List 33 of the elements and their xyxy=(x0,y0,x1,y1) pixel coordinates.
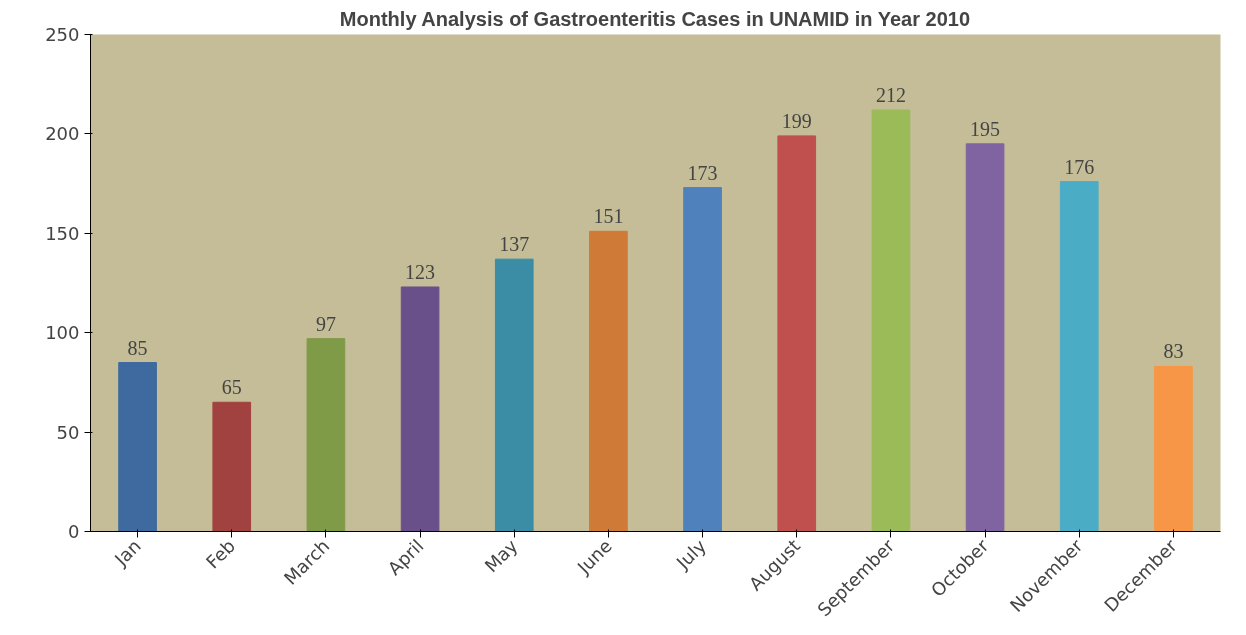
data-label: 176 xyxy=(1064,155,1095,178)
bar xyxy=(306,338,346,532)
bar xyxy=(1059,181,1099,532)
data-label: 85 xyxy=(127,336,148,359)
bar xyxy=(683,187,722,532)
y-tick-label: 50 xyxy=(56,421,80,443)
bar xyxy=(589,230,628,532)
data-label: 97 xyxy=(315,312,336,335)
data-label: 212 xyxy=(875,84,906,107)
y-tick-label: 0 xyxy=(68,521,80,542)
bar xyxy=(212,401,252,532)
bar xyxy=(871,109,911,532)
y-tick-label: 150 xyxy=(45,222,80,244)
data-label: 151 xyxy=(593,205,624,228)
bar xyxy=(1154,366,1193,532)
data-label: 195 xyxy=(970,117,1001,140)
data-label: 199 xyxy=(781,109,812,132)
y-tick-label: 250 xyxy=(45,24,80,45)
bar xyxy=(118,362,157,532)
y-tick-label: 100 xyxy=(45,322,80,344)
data-label: 65 xyxy=(221,376,242,399)
x-tick-label: Feb xyxy=(201,535,240,573)
x-tick-label: Jan xyxy=(109,535,146,571)
bar xyxy=(777,135,817,532)
bar xyxy=(494,258,534,532)
chart-title: Monthly Analysis of Gastroenteritis Cases in UNAMID in Year 2010 xyxy=(339,7,971,30)
data-label: 137 xyxy=(499,233,530,256)
y-tick-label: 200 xyxy=(45,123,80,145)
data-label: 173 xyxy=(687,161,718,184)
bar xyxy=(400,286,440,532)
data-label: 123 xyxy=(405,260,436,283)
bar xyxy=(965,143,1005,532)
data-label: 83 xyxy=(1163,340,1184,363)
